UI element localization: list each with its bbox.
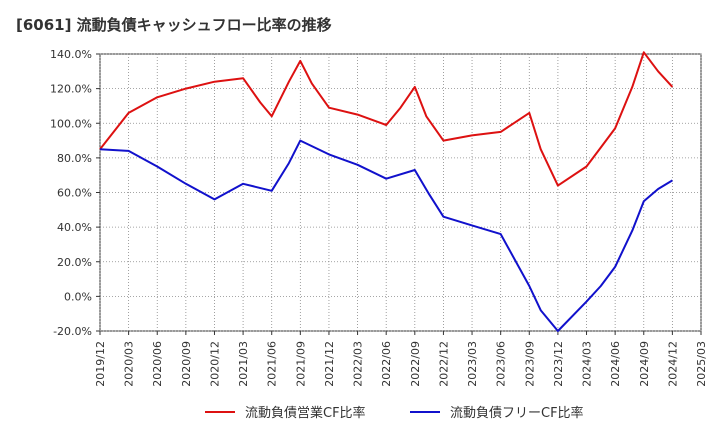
legend-label-2: 流動負債フリーCF比率 xyxy=(450,405,584,421)
x-tick-label: 2021/09 xyxy=(294,341,307,387)
x-tick-label: 2021/12 xyxy=(323,341,336,387)
x-tick-label: 2025/03 xyxy=(695,341,708,387)
y-tick-label: 100.0% xyxy=(50,117,92,130)
x-tick-label: 2021/06 xyxy=(266,341,279,387)
series-line-2 xyxy=(99,139,673,332)
series-line-1 xyxy=(99,51,674,187)
x-tick-label: 2020/12 xyxy=(208,341,221,387)
series-lines xyxy=(99,51,674,332)
y-tick-label: 60.0% xyxy=(57,187,92,200)
grid-lines xyxy=(99,53,702,332)
x-tick-label: 2022/12 xyxy=(437,341,450,387)
x-tick-label: 2019/12 xyxy=(94,341,107,387)
x-tick-label: 2024/03 xyxy=(581,341,594,387)
y-tick-label: 120.0% xyxy=(50,83,92,96)
x-tick-label: 2021/03 xyxy=(237,341,250,387)
x-tick-label: 2020/09 xyxy=(180,341,193,387)
x-tick-label: 2020/06 xyxy=(151,341,164,387)
y-axis: 140.0% 120.0% 100.0% 80.0% 60.0% 40.0% 20.0% 0.… xyxy=(50,48,100,338)
legend: 流動負債営業CF比率 流動負債フリーCF比率 xyxy=(205,405,584,421)
x-tick-label: 2023/03 xyxy=(466,341,479,387)
y-tick-label: 20.0% xyxy=(57,256,92,269)
x-tick-label: 2023/12 xyxy=(552,341,565,387)
x-tick-label: 2020/03 xyxy=(123,341,136,387)
x-axis: 2019/12 2020/03 2020/06 2020/09 2020/12 2021/… xyxy=(94,331,708,387)
y-tick-label: -20.0% xyxy=(53,325,92,338)
y-tick-label: 80.0% xyxy=(57,152,92,165)
y-tick-label: 0.0% xyxy=(64,290,92,303)
y-tick-label: 140.0% xyxy=(50,48,92,61)
x-tick-label: 2022/09 xyxy=(409,341,422,387)
x-tick-label: 2023/09 xyxy=(523,341,536,387)
x-tick-label: 2024/06 xyxy=(609,341,622,387)
x-tick-label: 2024/12 xyxy=(666,341,679,387)
x-tick-label: 2022/06 xyxy=(380,341,393,387)
chart-title: [6061] 流動負債キャッシュフロー比率の推移 xyxy=(16,16,332,34)
legend-label-1: 流動負債営業CF比率 xyxy=(245,405,366,421)
x-tick-label: 2022/03 xyxy=(352,341,365,387)
x-tick-label: 2024/09 xyxy=(638,341,651,387)
y-tick-label: 40.0% xyxy=(57,221,92,234)
x-tick-label: 2023/06 xyxy=(495,341,508,387)
